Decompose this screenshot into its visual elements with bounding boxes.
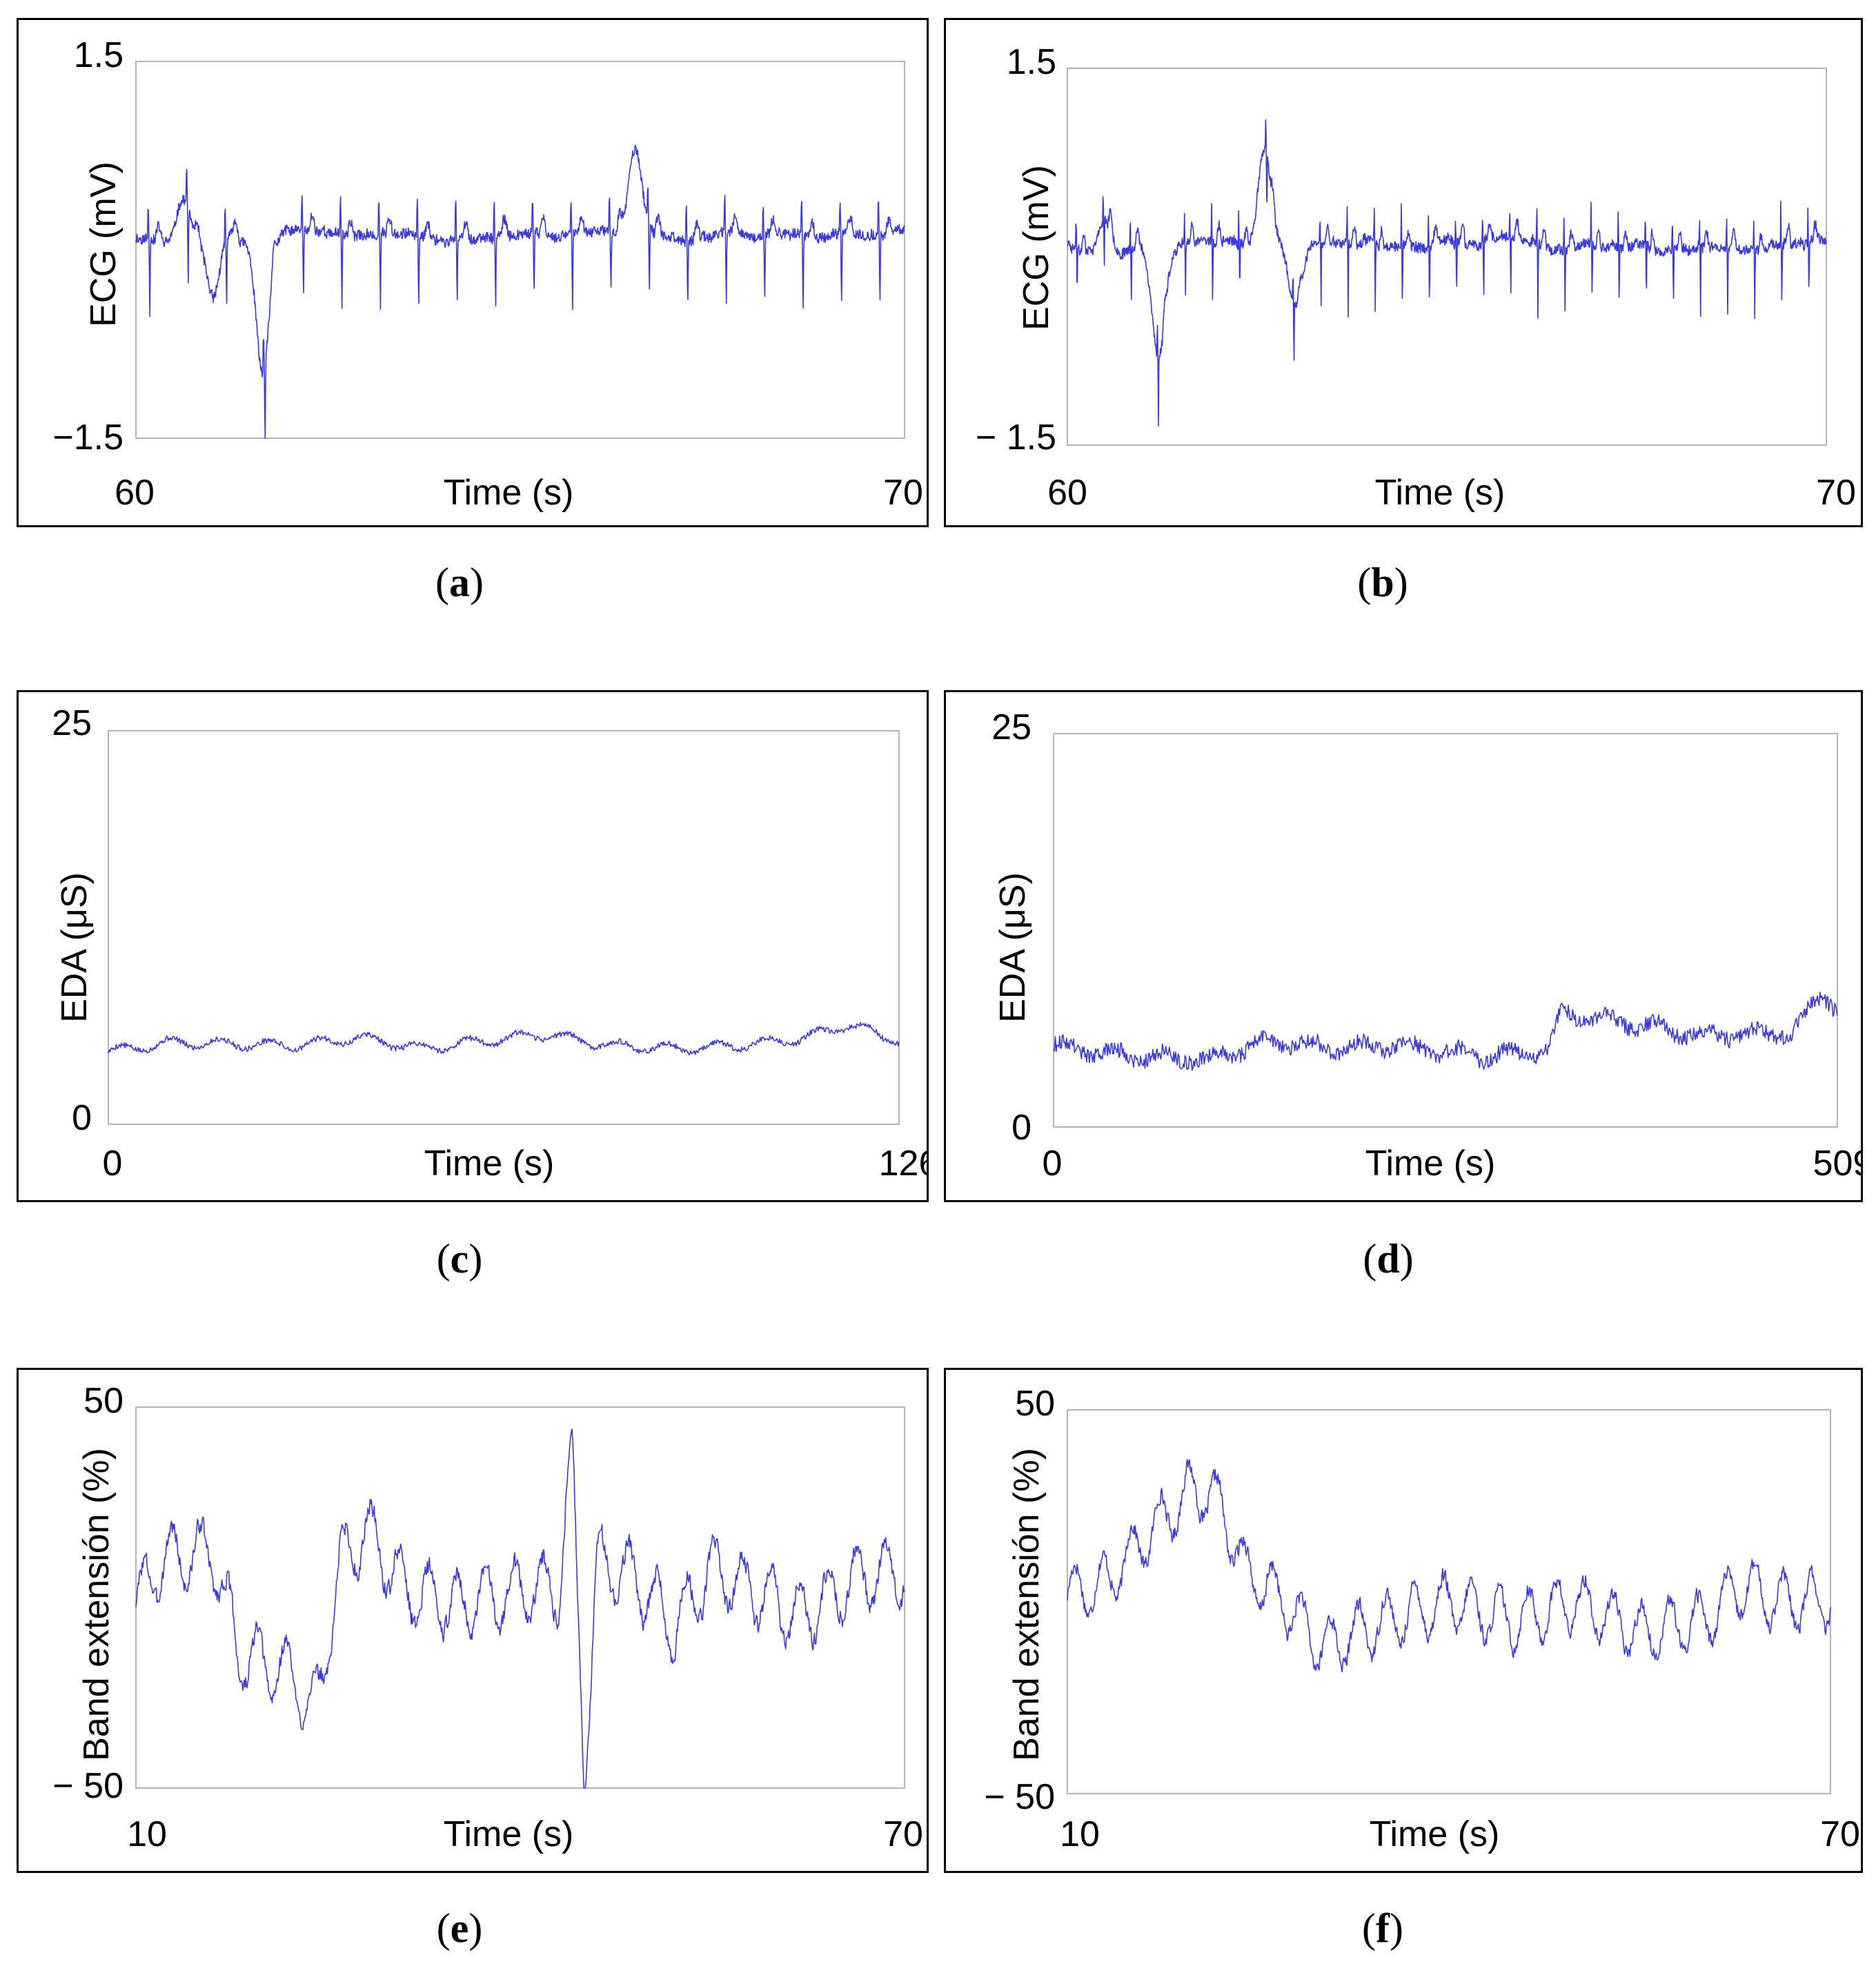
panel-b: 1.5 − 1.5 60 70 Time (s) ECG (mV)	[944, 18, 1863, 527]
chart-c: 25 00 126 Time (s) EDA (μS)	[52, 703, 927, 1184]
y-tick-label-top-d: 25	[991, 707, 1031, 747]
y-tick-label-bottom-a: −1.5	[52, 418, 124, 458]
y-tick-label-bottom-b: − 1.5	[976, 418, 1056, 458]
caption-d: (d)	[1363, 1236, 1414, 1282]
caption-a: (a)	[435, 560, 484, 605]
y-tick-label-bottom-e: − 50	[52, 1766, 124, 1806]
panel-f: 50 − 50 10 70 Time (s) Band extensión (%)	[944, 1368, 1863, 1873]
y-tick-label-top-f: 50	[1015, 1384, 1055, 1424]
x-tick-label-left-f: 10	[1060, 1814, 1100, 1854]
chart-a: 1.5 −1.5 60 70 Time (s) ECG (mV)	[52, 35, 923, 513]
series-line-e-0	[135, 1428, 905, 1789]
caption-d-label: d	[1376, 1236, 1400, 1282]
plot-frame-c	[108, 730, 900, 1125]
plot-frame-a	[135, 61, 905, 439]
plot-frame-f	[1067, 1409, 1831, 1794]
plot-frame-b	[1067, 68, 1827, 446]
x-axis-title-d: Time (s)	[1365, 1144, 1496, 1184]
y-tick-label-top-c: 25	[52, 703, 92, 743]
y-tick-label-top-e: 50	[83, 1381, 124, 1421]
chart-d: 25 00 509 Time (s) EDA (μS)	[991, 707, 1861, 1184]
x-tick-label-left-b: 60	[1047, 473, 1087, 513]
series-line-d-0	[1053, 992, 1838, 1071]
x-tick-label-right-a: 70	[883, 473, 923, 513]
series-line-c-0	[108, 1021, 900, 1056]
x-tick-label-left-d: 0	[1043, 1144, 1063, 1184]
y-tick-label-bottom-d: 0	[1011, 1108, 1031, 1148]
x-tick-label-right-e: 70	[883, 1814, 923, 1854]
caption-f: (f)	[1362, 1905, 1403, 1951]
y-tick-label-bottom-f: − 50	[984, 1777, 1055, 1817]
x-axis-title-c: Time (s)	[424, 1144, 555, 1184]
panel-e: 50 − 50 10 70 Time (s) Band extensión (%)	[17, 1368, 929, 1873]
y-axis-title-c: EDA (μS)	[55, 872, 95, 1023]
chart-b: 1.5 − 1.5 60 70 Time (s) ECG (mV)	[976, 42, 1856, 513]
caption-a-label: a	[449, 560, 470, 605]
x-axis-title-f: Time (s)	[1370, 1814, 1500, 1854]
y-tick-label-bottom-c: 0	[72, 1098, 92, 1138]
caption-f-label: f	[1376, 1905, 1390, 1951]
panel-c: 25 00 126 Time (s) EDA (μS)	[17, 690, 929, 1202]
x-axis-title-e: Time (s)	[444, 1814, 574, 1854]
y-axis-title-a: ECG (mV)	[83, 161, 124, 327]
plot-frame-d	[1053, 733, 1838, 1128]
caption-b: (b)	[1357, 560, 1408, 605]
plot-frame-e	[135, 1406, 905, 1789]
panel-d: 25 00 509 Time (s) EDA (μS)	[944, 690, 1863, 1202]
y-axis-title-f: Band extensión (%)	[1007, 1448, 1047, 1761]
x-axis-title-b: Time (s)	[1375, 473, 1505, 513]
panel-a: 1.5 −1.5 60 70 Time (s) ECG (mV)	[17, 18, 929, 527]
y-axis-title-e: Band extensión (%)	[77, 1448, 117, 1761]
caption-e: (e)	[436, 1905, 483, 1951]
series-line-f-0	[1067, 1459, 1831, 1673]
caption-c: (c)	[436, 1236, 483, 1282]
caption-e-label: e	[450, 1905, 469, 1951]
x-tick-label-right-d: 509	[1813, 1144, 1861, 1184]
y-axis-title-d: EDA (μS)	[993, 872, 1033, 1023]
y-tick-label-top-a: 1.5	[74, 35, 124, 75]
x-tick-label-right-c: 126	[879, 1144, 927, 1184]
x-tick-label-left-a: 60	[115, 473, 155, 513]
caption-c-label: c	[450, 1236, 469, 1282]
x-tick-label-left-c: 0	[103, 1144, 123, 1184]
y-axis-title-b: ECG (mV)	[1016, 165, 1056, 331]
series-line-a-0	[135, 144, 905, 439]
x-tick-label-right-f: 70	[1820, 1814, 1860, 1854]
x-tick-label-left-e: 10	[127, 1814, 167, 1854]
x-axis-title-a: Time (s)	[444, 473, 574, 513]
x-tick-label-right-b: 70	[1816, 473, 1856, 513]
caption-b-label: b	[1371, 560, 1394, 605]
series-line-b-0	[1067, 119, 1827, 427]
y-tick-label-top-b: 1.5	[1007, 42, 1056, 82]
